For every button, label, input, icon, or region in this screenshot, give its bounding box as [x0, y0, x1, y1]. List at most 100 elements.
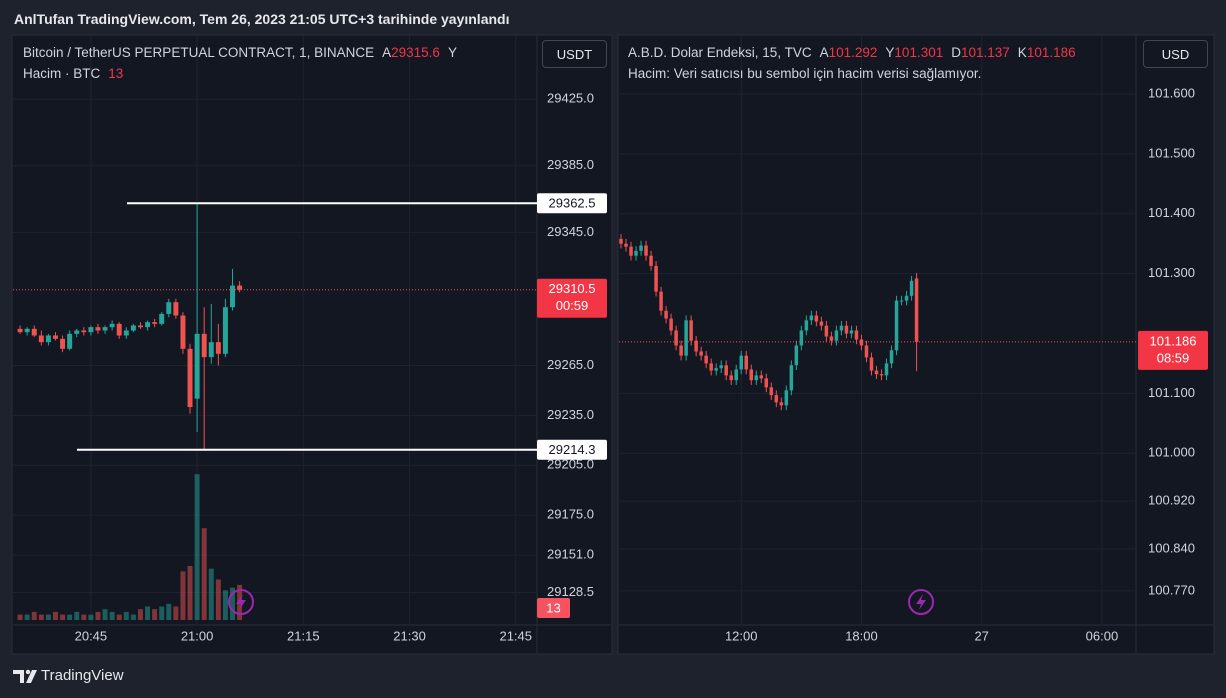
candle-body	[709, 363, 713, 371]
candle-body	[152, 322, 158, 324]
candle-body	[74, 330, 80, 334]
candle-body	[679, 345, 683, 356]
candle-body	[854, 330, 859, 340]
publish-title: AnlTufan TradingView.com, Tem 26, 2023 2…	[14, 11, 510, 27]
candle-body	[884, 363, 889, 376]
candle-body	[734, 369, 738, 381]
candle-body	[664, 310, 668, 319]
candle-body	[819, 321, 824, 326]
price-line-label-box	[537, 439, 607, 460]
volume-bar	[222, 590, 228, 620]
candle-body	[904, 295, 909, 301]
candle-body	[60, 338, 66, 349]
candle-body	[804, 320, 809, 331]
candle-body	[95, 327, 101, 331]
volume-note: Hacim: Veri satıcısı bu sembol için haci…	[628, 66, 982, 81]
candle-body	[729, 375, 733, 381]
candle-body	[894, 300, 899, 351]
symbol-name: A.B.D. Dolar Endeksi, 15, TVC	[628, 45, 812, 60]
alert-icon[interactable]	[908, 589, 934, 615]
legend-value: 101.137	[960, 45, 1010, 60]
brand-name: TradingView	[41, 667, 124, 684]
countdown-label: 00:59	[556, 298, 589, 313]
y-tick-label: 29235.0	[547, 407, 594, 422]
candle-body	[230, 285, 235, 308]
candle-body	[166, 302, 172, 314]
volume-bar	[208, 568, 214, 620]
volume-bar	[24, 614, 30, 620]
candle-body	[899, 300, 904, 302]
candle-body	[779, 402, 784, 406]
volume-bar	[152, 609, 158, 620]
candle-body	[864, 345, 869, 358]
candle-body	[53, 335, 58, 339]
legend-key: A	[819, 45, 829, 60]
y-tick-label: 29128.5	[547, 584, 594, 599]
candle-body	[639, 245, 643, 251]
candle-body	[201, 333, 207, 358]
candle-body	[116, 323, 122, 336]
candle-body	[208, 342, 214, 358]
candle-body	[159, 313, 165, 324]
candle-body	[859, 339, 864, 346]
y-tick-label: 101.400	[1148, 205, 1195, 220]
candle-body	[754, 375, 759, 381]
volume-bar	[230, 587, 235, 620]
x-tick-label: 21:00	[181, 628, 214, 643]
x-tick-label: 21:15	[287, 628, 320, 643]
legend-value: 101.301	[894, 45, 944, 60]
x-tick-label: 21:30	[393, 628, 426, 643]
legend: Hacim: Veri satıcısı bu sembol için haci…	[628, 66, 1128, 81]
candle-body	[649, 255, 653, 266]
candle-body	[123, 330, 129, 336]
candle-body	[145, 322, 151, 328]
candle-body	[659, 291, 663, 311]
y-tick-label: 101.500	[1148, 145, 1195, 160]
volume-bar	[201, 528, 207, 620]
volume-bar	[173, 606, 179, 620]
y-tick-label: 101.300	[1148, 265, 1195, 280]
candle-body	[654, 265, 658, 292]
brand-logo	[13, 669, 37, 683]
candle-body	[67, 333, 73, 349]
candle-body	[644, 245, 648, 256]
volume-bar	[116, 614, 122, 620]
symbol-name: Bitcoin / TetherUS PERPETUAL CONTRACT, 1…	[23, 45, 375, 60]
volume-value-label: 13	[546, 600, 560, 615]
countdown-label: 08:59	[1157, 350, 1190, 365]
volume-bar	[123, 611, 129, 620]
currency-button[interactable]: USD	[1143, 40, 1208, 68]
candle-body	[619, 238, 623, 244]
y-tick-label: 101.000	[1148, 445, 1195, 460]
candle-body	[889, 350, 894, 364]
candle-body	[45, 335, 51, 343]
alert-icon[interactable]	[228, 589, 254, 615]
candle-body	[739, 355, 743, 370]
x-tick-label: 20:45	[75, 628, 108, 643]
currency-button[interactable]: USDT	[542, 40, 607, 68]
volume-bar	[74, 611, 80, 620]
volume-bar	[137, 609, 143, 620]
volume-title: Hacim · BTC	[23, 66, 101, 81]
legend-key: D	[951, 45, 961, 60]
candle-body	[789, 365, 794, 391]
candle-body	[879, 374, 884, 376]
y-tick-label: 29425.0	[547, 91, 594, 106]
volume-bar	[159, 606, 165, 620]
candle-body	[784, 390, 789, 406]
candle-body	[849, 330, 854, 334]
volume-bar	[130, 614, 136, 620]
volume-bar	[31, 611, 37, 620]
candle-body	[222, 307, 228, 354]
last-price-label: 101.186	[1150, 333, 1197, 348]
volume-bar	[187, 566, 193, 620]
y-tick-label: 29345.0	[547, 224, 594, 239]
candle-body	[81, 330, 87, 333]
chart-layer: 29425.0 29385.0 29345.0 29265.0 29235.0 29205…	[13, 36, 1208, 643]
legend-value: 29315.6	[391, 45, 440, 60]
candle-body	[24, 328, 30, 333]
candle-body	[799, 330, 804, 346]
candle-body	[31, 328, 37, 336]
right-panel	[617, 34, 1215, 655]
